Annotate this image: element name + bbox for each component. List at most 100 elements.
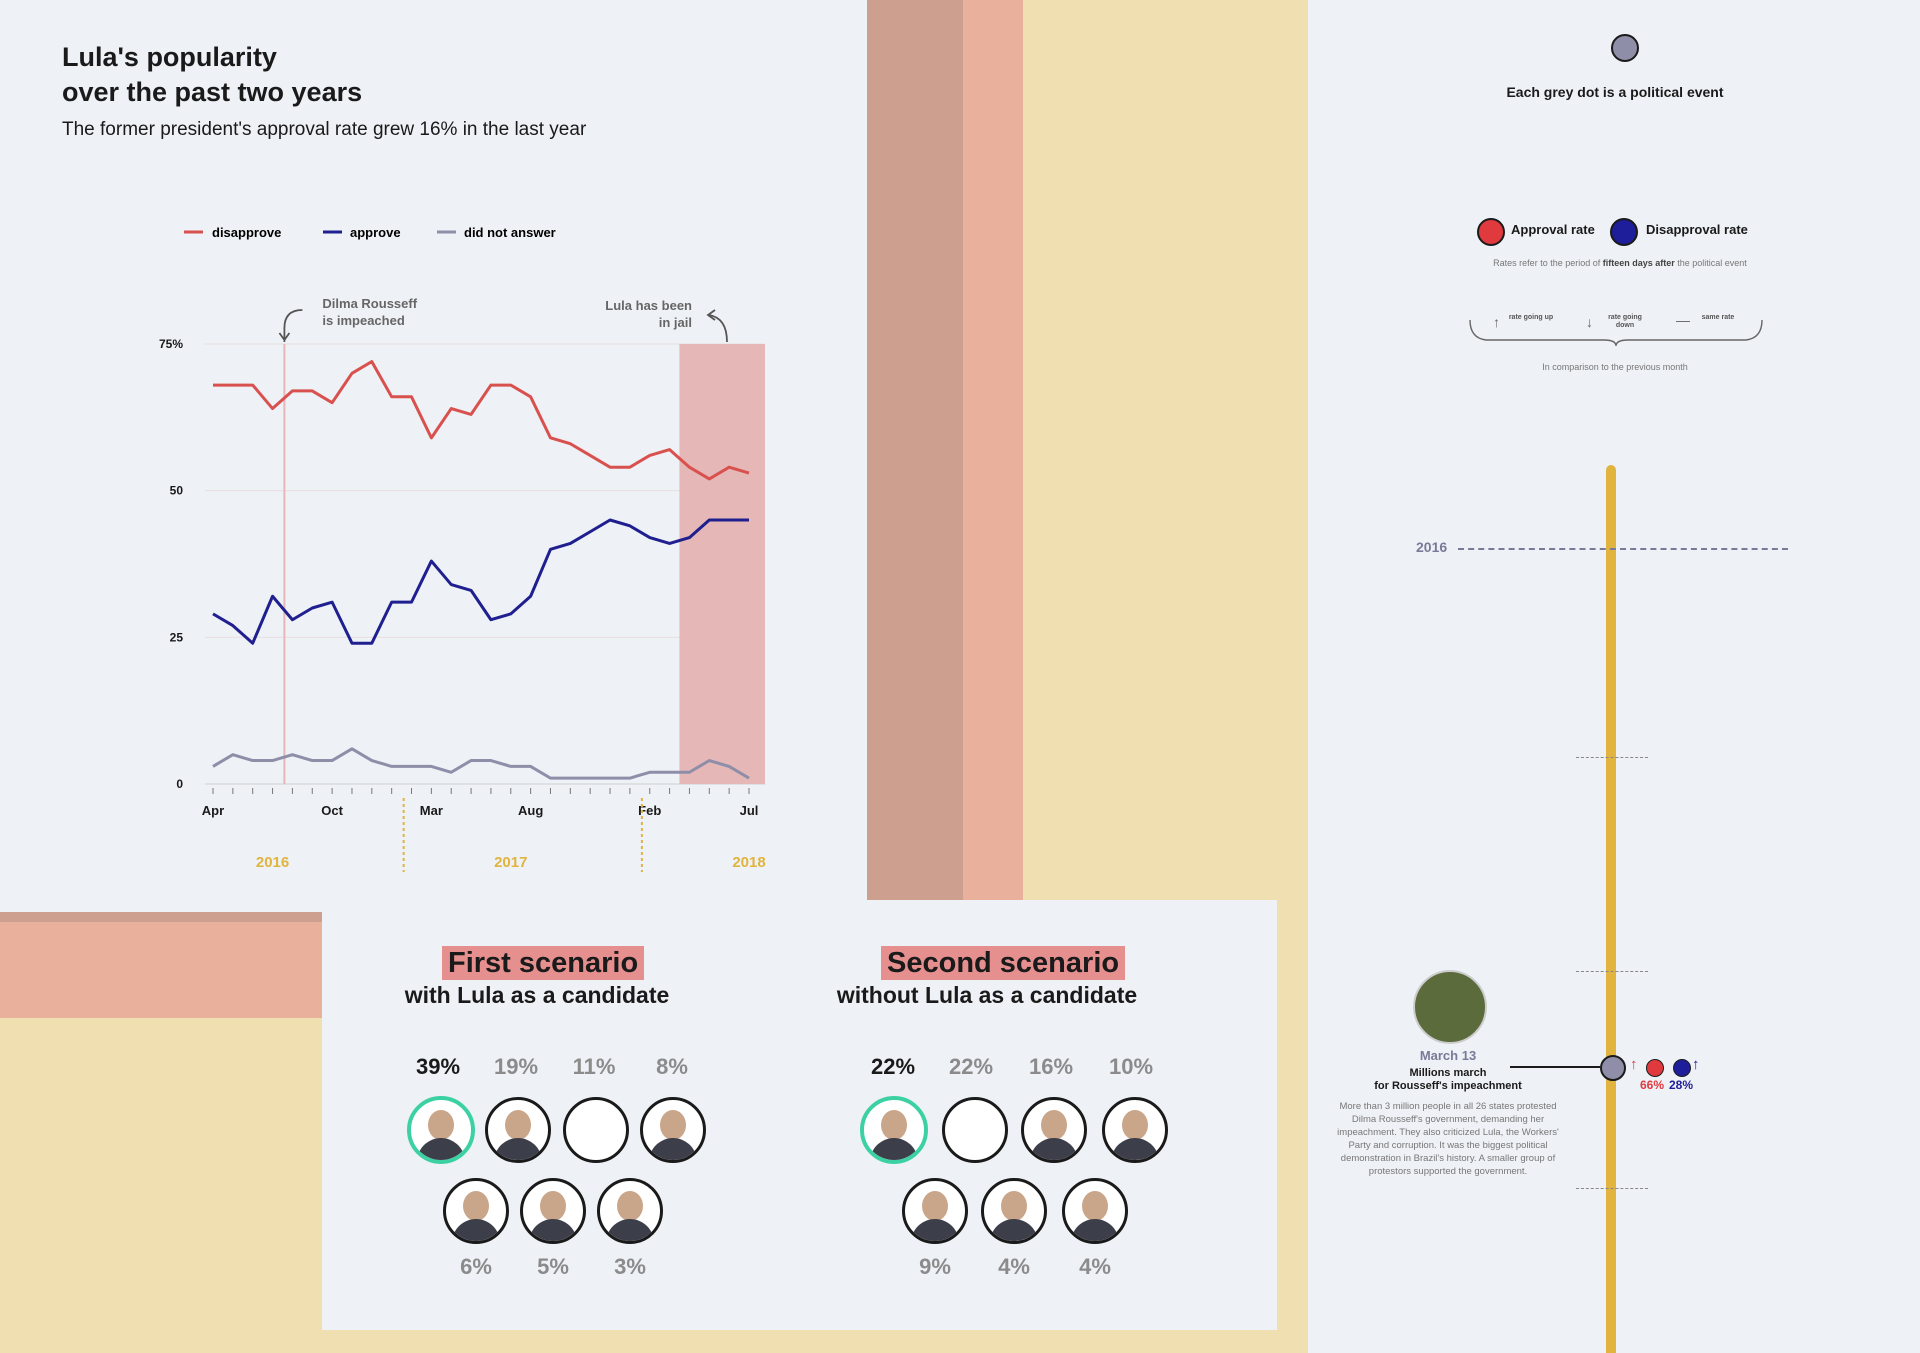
timeline-year-label: 2016 bbox=[1416, 539, 1448, 555]
x-tick-label: Oct bbox=[321, 803, 343, 818]
chart-grid bbox=[205, 343, 765, 785]
timeline-month-tick bbox=[1576, 757, 1648, 758]
y-tick-label: 75% bbox=[159, 337, 183, 351]
second-scenario-subtitle: without Lula as a candidate bbox=[836, 982, 1138, 1008]
candidate-avatar bbox=[597, 1178, 663, 1244]
chart-legend: disapprove approve did not answer bbox=[184, 225, 556, 240]
year-label: 2017 bbox=[494, 854, 527, 871]
candidate-avatar bbox=[1021, 1097, 1087, 1163]
dash-same-icon: — bbox=[1676, 312, 1690, 328]
line-chart: disapprove approve did not answer 0 25 50 7… bbox=[159, 225, 766, 872]
series-line-did-not-answer bbox=[212, 747, 750, 780]
y-tick-label: 50 bbox=[170, 484, 184, 498]
candidate-avatar bbox=[640, 1097, 706, 1163]
chart-shaded-jail-region bbox=[283, 344, 765, 784]
first-scenario-pct-4: 8% bbox=[656, 1054, 688, 1079]
event-date: March 13 bbox=[1419, 1048, 1477, 1063]
disapproval-arrow-up-icon: ↑ bbox=[1692, 1056, 1700, 1073]
approval-rate-dot bbox=[1477, 218, 1505, 246]
series-line-disapprove bbox=[213, 360, 750, 481]
series-line-approve bbox=[212, 518, 749, 645]
candidate-avatar bbox=[485, 1097, 551, 1163]
timeline-month-tick bbox=[1576, 1188, 1648, 1189]
jail-shaded-region bbox=[679, 344, 765, 784]
event-title: Millions march for Rousseff's impeachmen… bbox=[1350, 1067, 1546, 1093]
second-scenario-pct-4: 10% bbox=[1108, 1054, 1154, 1079]
going-down-label: rate going down bbox=[1608, 314, 1642, 329]
second-scenario-pct-1: 22% bbox=[870, 1054, 916, 1079]
chart-axes: 0 25 50 75% Apr Oct Mar Aug Feb Jul 2016 2017 2018 bbox=[159, 337, 766, 872]
x-tick-label: Apr bbox=[202, 803, 224, 818]
event-connector-line bbox=[1510, 1066, 1600, 1068]
arrow-down-icon: ↓ bbox=[1586, 314, 1593, 330]
grey-dot-legend-label: Each grey dot is a political event bbox=[1506, 84, 1724, 100]
annotation-jail-line1: Lula has been bbox=[605, 298, 692, 313]
approval-arrow-up-icon: ↑ bbox=[1630, 1056, 1638, 1073]
candidate-avatar bbox=[981, 1178, 1047, 1244]
event-photo bbox=[1413, 970, 1487, 1044]
political-event-dot[interactable] bbox=[1600, 1055, 1626, 1081]
background-block-salmon-left bbox=[0, 912, 322, 1018]
candidate-avatar bbox=[1062, 1178, 1128, 1244]
brace-icon bbox=[1469, 319, 1763, 347]
x-tick-label: Aug bbox=[518, 803, 543, 818]
legend-label-disapprove: disapprove bbox=[212, 225, 281, 240]
event-approval-pct: 66% bbox=[1640, 1078, 1665, 1092]
first-scenario-subtitle: with Lula as a candidate bbox=[404, 982, 670, 1008]
second-scenario-title: Second scenario bbox=[881, 946, 1126, 980]
background-strip-brown bbox=[0, 912, 322, 922]
rates-note-bold: fifteen days after bbox=[1602, 258, 1675, 268]
going-up-label: rate going up bbox=[1508, 314, 1554, 321]
disapproval-rate-dot bbox=[1610, 218, 1638, 246]
candidate-avatar-empty bbox=[563, 1097, 629, 1163]
background-block-salmon bbox=[963, 0, 1023, 900]
background-block-brown bbox=[867, 0, 963, 900]
annotation-arrow-jail bbox=[708, 314, 728, 343]
scenarios-panel: First scenario with Lula as a candidate … bbox=[322, 900, 1277, 1330]
approval-rate-label: Approval rate bbox=[1511, 222, 1595, 237]
candidate-avatar-leader bbox=[860, 1096, 928, 1164]
annotation-arrowhead-jail bbox=[706, 309, 716, 321]
annotation-arrowhead-impeachment bbox=[278, 332, 291, 342]
second-scenario-pct-3: 16% bbox=[1028, 1054, 1074, 1079]
chart-annotations: Dilma Rousseff is impeached Lula has been i… bbox=[278, 296, 728, 343]
timeline-year-divider bbox=[1458, 548, 1788, 550]
second-scenario-pct-7: 4% bbox=[1079, 1254, 1111, 1279]
annotation-impeachment-line2: is impeached bbox=[322, 313, 404, 328]
comparison-note: In comparison to the previous month bbox=[1542, 362, 1688, 372]
candidate-avatar bbox=[902, 1178, 968, 1244]
arrow-up-icon: ↑ bbox=[1493, 314, 1500, 330]
timeline-month-tick bbox=[1576, 971, 1648, 972]
first-scenario-pct-3: 11% bbox=[572, 1054, 616, 1079]
first-scenario-pct-6: 5% bbox=[537, 1254, 569, 1279]
first-scenario-pct-5: 6% bbox=[460, 1254, 492, 1279]
candidate-avatar-empty bbox=[942, 1097, 1008, 1163]
second-scenario-pct-6: 4% bbox=[998, 1254, 1030, 1279]
first-scenario-pct-7: 3% bbox=[614, 1254, 646, 1279]
first-scenario-title: First scenario bbox=[442, 946, 645, 980]
year-label: 2016 bbox=[256, 854, 289, 871]
second-scenario-pct-2: 22% bbox=[948, 1054, 994, 1079]
legend-label-did-not-answer: did not answer bbox=[464, 225, 556, 240]
candidate-avatar bbox=[443, 1178, 509, 1244]
rates-note: Rates refer to the period of fifteen day… bbox=[1440, 258, 1800, 268]
rates-note-pre: Rates refer to the period of bbox=[1493, 258, 1603, 268]
annotation-impeachment-line1: Dilma Rousseff bbox=[322, 296, 417, 311]
y-tick-label: 25 bbox=[170, 630, 184, 644]
event-disapproval-pct: 28% bbox=[1669, 1078, 1694, 1092]
chart-title: Lula's popularity over the past two year… bbox=[62, 40, 362, 110]
x-tick-label: Jul bbox=[740, 803, 759, 818]
rates-note-post: the political event bbox=[1674, 258, 1747, 268]
chart-title-line1: Lula's popularity bbox=[62, 42, 277, 72]
annotation-jail-line2: in jail bbox=[659, 315, 692, 330]
event-description: More than 3 million people in all 26 sta… bbox=[1337, 1101, 1559, 1177]
timeline-bar bbox=[1606, 465, 1616, 1353]
x-tick-label: Feb bbox=[638, 803, 661, 818]
second-scenario-pct-5: 9% bbox=[919, 1254, 951, 1279]
year-label: 2018 bbox=[732, 854, 765, 871]
candidate-avatar-lula bbox=[407, 1096, 475, 1164]
approval-mini-dot bbox=[1646, 1059, 1664, 1077]
candidate-avatar bbox=[520, 1178, 586, 1244]
first-scenario-pct-1: 39% bbox=[415, 1054, 461, 1079]
disapproval-rate-label: Disapproval rate bbox=[1646, 222, 1748, 237]
